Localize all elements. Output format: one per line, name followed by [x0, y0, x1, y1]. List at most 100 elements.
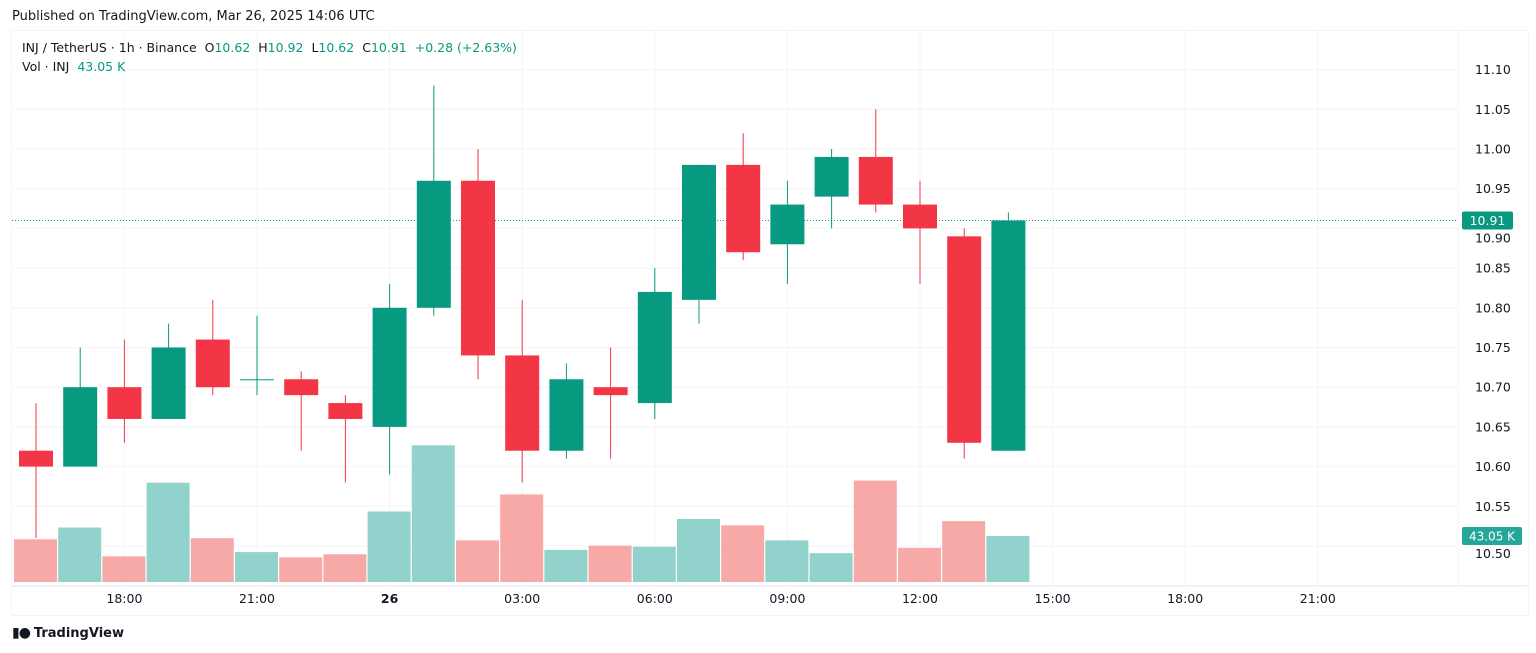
- volume-bar: [367, 511, 411, 582]
- candle: [858, 109, 893, 213]
- volume-bar: [632, 546, 676, 582]
- candle: [284, 371, 319, 451]
- candle-body: [726, 164, 761, 253]
- y-tick-label: 11.00: [1475, 142, 1511, 157]
- candle: [107, 339, 142, 443]
- symbol-legend: INJ / TetherUS · 1h · Binance O10.62 H10…: [22, 40, 517, 55]
- last-volume-badge-bg: [1462, 527, 1522, 546]
- y-tick-label: 10.60: [1475, 459, 1511, 474]
- volume-bar: [456, 540, 499, 582]
- open-value: 10.62: [214, 40, 251, 55]
- x-tick-label: 21:00: [239, 591, 275, 606]
- candle: [416, 85, 451, 316]
- volume-bar: [765, 540, 809, 582]
- x-tick-label: 18:00: [1167, 591, 1203, 606]
- y-tick-label: 10.90: [1475, 230, 1511, 245]
- candle-body: [682, 164, 716, 300]
- volume-bar: [102, 556, 146, 582]
- candle-body: [637, 291, 672, 404]
- y-tick-label: 10.95: [1475, 181, 1511, 196]
- candle: [770, 180, 805, 284]
- x-tick-label: 21:00: [1300, 591, 1336, 606]
- y-tick-label: 10.55: [1475, 499, 1511, 514]
- brand-name: TradingView: [33, 625, 124, 641]
- y-tick-label: 10.65: [1475, 419, 1511, 434]
- y-tick-label: 10.85: [1475, 261, 1511, 276]
- high-label: H: [258, 40, 268, 55]
- candle-body: [328, 403, 363, 419]
- candle: [947, 228, 982, 459]
- last-price-badge-bg: [1462, 211, 1513, 230]
- y-tick-label: 10.75: [1475, 340, 1511, 355]
- candle-body: [151, 347, 186, 419]
- candle-body: [903, 204, 937, 229]
- y-tick-label: 10.50: [1475, 546, 1511, 561]
- change-value: +0.28 (+2.63%): [414, 40, 517, 55]
- candle: [991, 212, 1026, 451]
- volume-value: 43.05 K: [77, 59, 126, 74]
- candle: [814, 149, 849, 229]
- candle-body: [19, 450, 53, 467]
- y-tick-label: 10.70: [1475, 380, 1511, 395]
- candle: [682, 164, 716, 324]
- candle: [19, 403, 53, 539]
- candle: [240, 315, 274, 396]
- low-label: L: [311, 40, 319, 55]
- candle: [461, 149, 495, 380]
- candle-body: [284, 379, 319, 396]
- candle: [726, 133, 761, 261]
- candle: [593, 347, 628, 459]
- candle-body: [947, 236, 982, 443]
- volume-bar: [146, 482, 190, 582]
- y-tick-label: 10.80: [1475, 300, 1511, 315]
- x-tick-label: 26: [381, 591, 399, 606]
- low-value: 10.62: [318, 40, 355, 55]
- candle-body: [593, 387, 628, 396]
- volume-bar: [235, 552, 278, 582]
- candle: [505, 299, 540, 483]
- tradingview-branding[interactable]: ▮● TradingView: [12, 625, 124, 641]
- candle-body: [372, 307, 407, 427]
- last-price-badge-text: 10.91: [1470, 213, 1506, 228]
- y-tick-label: 11.10: [1475, 62, 1511, 77]
- x-tick-label: 03:00: [504, 591, 540, 606]
- volume-bar: [500, 494, 544, 582]
- close-label: C: [362, 40, 371, 55]
- candle-body: [63, 387, 98, 467]
- volume-label[interactable]: Vol · INJ: [22, 59, 70, 74]
- volume-bar: [942, 521, 986, 582]
- open-label: O: [204, 40, 215, 55]
- volume-bar: [190, 538, 234, 582]
- volume-bar: [279, 557, 323, 582]
- tradingview-logo-icon: ▮●: [12, 625, 31, 641]
- volume-bar: [14, 539, 57, 582]
- candle: [151, 323, 186, 419]
- high-value: 10.92: [267, 40, 304, 55]
- published-note: Published on TradingView.com, Mar 26, 20…: [12, 9, 375, 24]
- candle: [328, 395, 363, 483]
- volume-bar: [898, 547, 941, 582]
- last-price-badge: 10.91: [1462, 211, 1513, 230]
- x-tick-label: 06:00: [637, 591, 673, 606]
- volume-legend: Vol · INJ 43.05 K: [22, 59, 125, 74]
- candle-body: [107, 387, 142, 419]
- volume-bar: [323, 554, 367, 582]
- candle-body: [858, 156, 893, 205]
- candle-body: [195, 339, 230, 388]
- volume-bar: [544, 549, 588, 582]
- volume-bar: [721, 525, 765, 582]
- volume-bar: [411, 445, 455, 582]
- x-tick-label: 18:00: [106, 591, 142, 606]
- candle-body: [240, 379, 274, 381]
- candle-body: [505, 355, 540, 451]
- candle-body: [814, 156, 849, 197]
- volume-bar: [809, 553, 853, 582]
- candle: [63, 347, 98, 467]
- last-volume-badge-text: 43.05 K: [1469, 530, 1516, 544]
- volume-bar: [677, 518, 720, 582]
- candle-body: [991, 220, 1026, 451]
- symbol-title[interactable]: INJ / TetherUS · 1h · Binance: [22, 40, 197, 55]
- volume-bar: [588, 545, 632, 582]
- volume-bar: [58, 527, 102, 582]
